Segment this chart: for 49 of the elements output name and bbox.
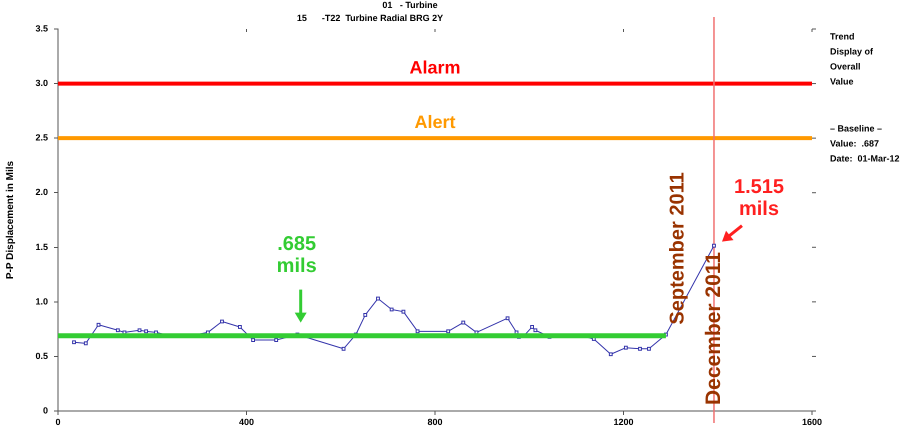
point <box>251 338 256 342</box>
point <box>376 296 380 300</box>
ref-line-label: December 2011 <box>702 252 725 405</box>
point <box>274 338 278 342</box>
annotation: .685 mils <box>276 233 317 278</box>
ref-line-label: Alert <box>414 112 456 132</box>
x-tick-label: 0 <box>55 416 61 427</box>
x-tick-label: 800 <box>427 416 443 427</box>
text: – Baseline – <box>830 123 882 134</box>
y-tick-label: 0.5 <box>35 350 48 361</box>
point <box>647 346 651 351</box>
point <box>220 320 224 324</box>
point <box>96 322 100 327</box>
annotation: 1.515 mils <box>734 176 784 220</box>
y-tick-label: 0 <box>42 405 48 416</box>
x-tick-label: 1600 <box>802 416 822 427</box>
y-tick-label: 2.0 <box>35 187 48 198</box>
point <box>712 244 716 248</box>
point <box>72 340 76 344</box>
point <box>402 310 406 314</box>
y-tick-label: 1.5 <box>35 242 48 252</box>
chart-subtitle: 15 -T22 Turbine Radial BRG 2Y <box>296 13 444 23</box>
point <box>530 325 534 329</box>
annotation: September 2011 <box>666 172 688 325</box>
text: Value: .687 <box>830 138 880 148</box>
chart-title: 01 - Turbine <box>382 0 438 10</box>
text: Date: 01-Mar-12 <box>830 153 900 164</box>
point <box>533 328 538 332</box>
point <box>138 328 142 332</box>
y-tick-label: 3.5 <box>35 23 48 34</box>
point <box>638 346 642 351</box>
y-tick-label: 3.0 <box>35 78 48 88</box>
point <box>461 320 466 325</box>
x-tick-label: 1200 <box>613 416 634 427</box>
y-axis-title: P-P Displacement in Mils <box>4 160 16 280</box>
point <box>144 329 148 334</box>
point <box>238 325 242 329</box>
text: Trend Display of Overall Value <box>830 31 874 86</box>
point <box>363 313 368 317</box>
point <box>342 346 346 351</box>
x-tick-label: 400 <box>238 416 254 427</box>
y-tick-label: 2.5 <box>35 132 48 143</box>
ref-line-label: Alarm <box>409 58 461 78</box>
point <box>416 329 420 334</box>
y-tick-label: 1.0 <box>35 296 48 306</box>
point <box>506 316 510 320</box>
point <box>116 328 120 332</box>
point <box>624 346 628 350</box>
point <box>390 308 394 312</box>
